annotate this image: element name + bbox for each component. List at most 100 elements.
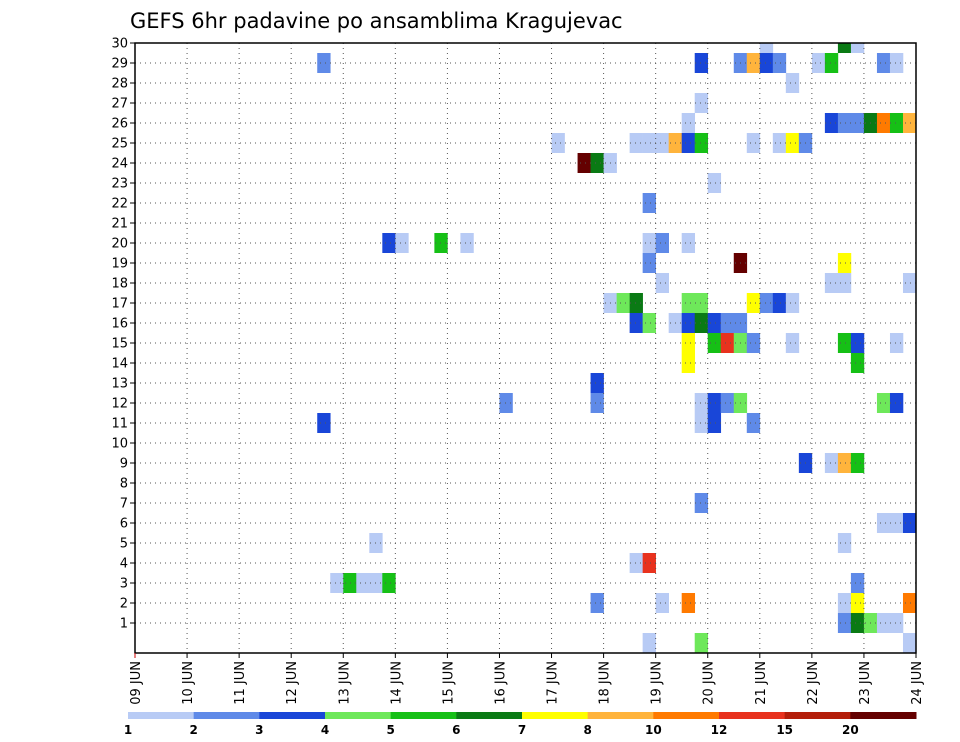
heatmap-cell bbox=[850, 113, 865, 133]
heatmap-cell bbox=[837, 43, 852, 53]
heatmap-cell bbox=[694, 633, 709, 653]
heatmap-cell bbox=[876, 113, 891, 133]
heatmap-cell bbox=[876, 513, 891, 533]
heatmap-cell bbox=[772, 293, 787, 313]
heatmap-cell bbox=[785, 73, 800, 93]
heatmap-cell bbox=[707, 313, 722, 333]
x-tick-label: 09 JUN bbox=[129, 661, 144, 705]
legend-swatch bbox=[587, 712, 654, 719]
heatmap-cell bbox=[746, 133, 761, 153]
x-tick-label: 18 JUN bbox=[598, 661, 613, 705]
heatmap-cell bbox=[889, 333, 904, 353]
heatmap-cell bbox=[824, 453, 839, 473]
y-tick-label: 29 bbox=[111, 57, 128, 72]
heatmap-cell bbox=[759, 293, 774, 313]
heatmap-cell bbox=[681, 313, 696, 333]
heatmap-cell bbox=[590, 593, 604, 613]
heatmap-cell bbox=[902, 593, 917, 613]
heatmap-cell bbox=[590, 373, 604, 393]
y-tick-label: 18 bbox=[111, 277, 128, 292]
heatmap-cell bbox=[551, 133, 565, 153]
x-tick-label: 20 JUN bbox=[702, 661, 717, 705]
y-tick-label: 16 bbox=[111, 317, 128, 332]
legend-label: 7 bbox=[518, 723, 526, 737]
y-tick-label: 24 bbox=[111, 157, 128, 172]
heatmap-cell bbox=[655, 593, 669, 613]
legend-label: 3 bbox=[255, 723, 263, 737]
legend-swatch bbox=[193, 712, 260, 719]
heatmap-cell bbox=[629, 133, 643, 153]
x-tick-label: 11 JUN bbox=[233, 661, 248, 705]
heatmap-cell bbox=[694, 493, 709, 513]
heatmap-cell bbox=[317, 53, 331, 73]
x-axis: 09 JUN 10 JUN 11 JUN 12 JUN 13 JUN 14 JUN 15 J… bbox=[129, 653, 925, 705]
legend-label: 10 bbox=[645, 723, 662, 737]
heatmap-cell bbox=[746, 333, 761, 353]
heatmap-cell bbox=[720, 333, 735, 353]
heatmap-cell bbox=[837, 113, 852, 133]
y-tick-label: 4 bbox=[120, 557, 128, 572]
legend-label: 5 bbox=[386, 723, 394, 737]
heatmap-cell bbox=[772, 53, 787, 73]
y-tick-label: 13 bbox=[111, 377, 128, 392]
y-tick-label: 17 bbox=[111, 297, 128, 312]
y-tick-label: 23 bbox=[111, 177, 128, 192]
heatmap-cell bbox=[460, 233, 474, 253]
x-tick-label: 12 JUN bbox=[285, 661, 300, 705]
heatmap-cell bbox=[837, 253, 852, 273]
x-tick-label: 19 JUN bbox=[650, 661, 665, 705]
heatmap-cell bbox=[824, 273, 839, 293]
y-axis: 1234567891011121314151617181920212223242… bbox=[111, 37, 135, 632]
legend-swatch bbox=[522, 712, 589, 719]
heatmap-cell bbox=[785, 293, 800, 313]
heatmap-cell bbox=[772, 133, 787, 153]
heatmap-cell bbox=[824, 53, 839, 73]
heatmap-cell bbox=[629, 293, 643, 313]
heatmap-cell bbox=[746, 413, 761, 433]
heatmap-cell bbox=[824, 113, 839, 133]
heatmap-cell bbox=[382, 573, 396, 593]
heatmap-cell bbox=[681, 113, 696, 133]
legend-swatch bbox=[390, 712, 457, 719]
heatmap-cell bbox=[889, 513, 904, 533]
legend-swatch bbox=[259, 712, 326, 719]
legend-swatch bbox=[850, 712, 917, 719]
heatmap-cell bbox=[876, 53, 891, 73]
heatmap-cell bbox=[395, 233, 409, 253]
heatmap-cell bbox=[746, 293, 761, 313]
heatmap-cell bbox=[850, 593, 865, 613]
heatmap-cell bbox=[629, 553, 643, 573]
heatmap-cell bbox=[759, 43, 774, 53]
heatmap-cell bbox=[642, 253, 656, 273]
heatmap-cell bbox=[889, 613, 904, 633]
y-tick-label: 7 bbox=[120, 497, 128, 512]
heatmap-cell bbox=[902, 513, 917, 533]
heatmap-cell bbox=[720, 393, 735, 413]
heatmap-cell bbox=[837, 333, 852, 353]
heatmap-cell bbox=[642, 313, 656, 333]
legend-swatch bbox=[128, 712, 195, 719]
x-tick-label: 24 JUN bbox=[910, 661, 925, 705]
y-tick-label: 1 bbox=[120, 617, 128, 632]
y-tick-label: 9 bbox=[120, 457, 128, 472]
x-tick-label: 10 JUN bbox=[181, 661, 196, 705]
heatmap-cell bbox=[382, 233, 396, 253]
heatmap-cell bbox=[902, 273, 917, 293]
y-tick-label: 20 bbox=[111, 237, 128, 252]
heatmap-cell bbox=[590, 153, 604, 173]
heatmap-cell bbox=[642, 553, 656, 573]
x-tick-label: 21 JUN bbox=[754, 661, 769, 705]
y-tick-label: 15 bbox=[111, 337, 128, 352]
heatmap-cell bbox=[590, 393, 604, 413]
legend-swatch bbox=[784, 712, 851, 719]
heatmap-cell bbox=[655, 273, 669, 293]
legend-swatch bbox=[325, 712, 392, 719]
heatmap-cell bbox=[785, 333, 800, 353]
y-tick-label: 12 bbox=[111, 397, 128, 412]
heatmap-cell bbox=[356, 573, 370, 593]
x-tick-label: 17 JUN bbox=[546, 661, 561, 705]
x-tick-label: 15 JUN bbox=[441, 661, 456, 705]
y-tick-label: 26 bbox=[111, 117, 128, 132]
heatmap-cell bbox=[616, 293, 630, 313]
y-tick-label: 30 bbox=[111, 37, 128, 52]
